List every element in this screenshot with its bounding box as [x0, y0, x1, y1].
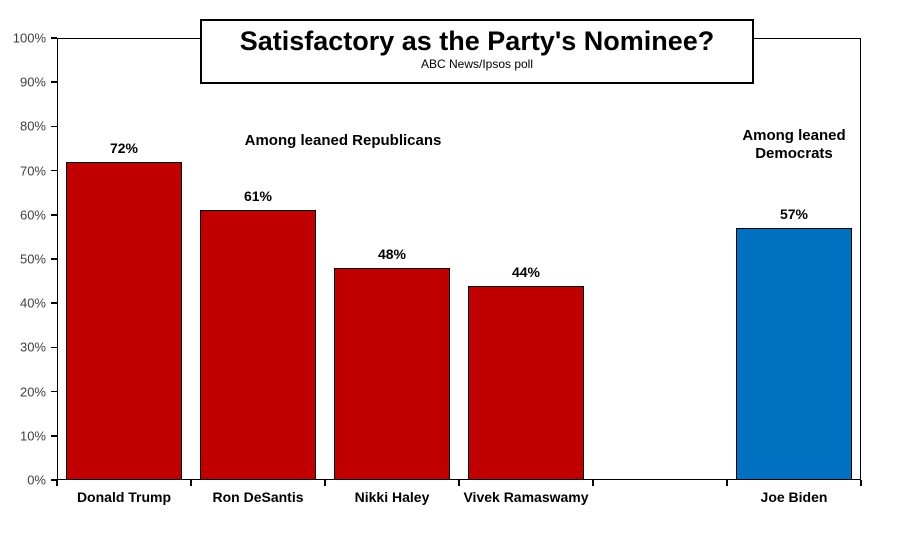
category-label-ron-desantis: Ron DeSantis	[212, 489, 304, 505]
x-axis-tick-mark	[190, 480, 192, 486]
y-axis-labels: 0% 10% 20% 30% 40% 50% 60% 70% 80% 90% 100%	[0, 32, 48, 487]
annotation-republicans: Among leaned Republicans	[244, 132, 442, 149]
y-axis-tick-mark	[51, 169, 57, 172]
bar-value-label-joe-biden: 57%	[779, 206, 809, 223]
y-axis-tick-mark	[51, 37, 57, 39]
x-axis-tick-mark	[56, 480, 58, 486]
chart-subtitle: ABC News/Ipsos poll	[420, 57, 534, 71]
y-axis-tick-label: 80%	[19, 118, 46, 134]
y-axis-tick-mark	[51, 125, 57, 128]
x-axis-tick-mark	[726, 480, 728, 486]
y-axis-tick-label: 40%	[19, 295, 46, 311]
y-axis-tick-label: 60%	[19, 207, 46, 223]
bar-value-label-nikki-haley: 48%	[377, 245, 407, 262]
bar-ron-desantis	[200, 210, 316, 480]
y-axis-tick-label: 0%	[27, 472, 46, 488]
y-axis-tick-label: 10%	[19, 428, 46, 444]
y-axis-tick-mark	[51, 435, 57, 437]
y-axis-tick-label: 50%	[19, 251, 46, 267]
bar-joe-biden	[736, 228, 852, 480]
y-axis-tick-label: 30%	[19, 339, 46, 355]
bar-donald-trump	[66, 161, 182, 480]
bar-value-label-vivek-ramaswamy: 44%	[511, 263, 541, 280]
bar-value-label-donald-trump: 72%	[109, 139, 139, 156]
y-axis-tick-mark	[51, 390, 57, 393]
plot-area	[57, 38, 861, 480]
y-axis-tick-mark	[51, 346, 57, 349]
y-axis-tick-label: 100%	[12, 30, 46, 46]
annotation-democrats: Among leaned Democrats	[742, 127, 846, 162]
category-label-joe-biden: Joe Biden	[760, 489, 828, 505]
y-axis-tick-label: 70%	[19, 163, 46, 179]
y-axis-tick-mark	[51, 214, 57, 216]
category-label-donald-trump: Donald Trump	[76, 489, 172, 505]
y-axis-tick-mark	[51, 479, 57, 481]
x-axis-tick-mark	[324, 480, 326, 486]
x-axis-tick-mark	[860, 480, 862, 486]
bar-value-label-ron-desantis: 61%	[243, 188, 273, 205]
y-axis-tick-mark	[51, 81, 57, 83]
bar-vivek-ramaswamy	[468, 285, 584, 480]
bar-nikki-haley	[334, 267, 450, 480]
category-label-nikki-haley: Nikki Haley	[354, 489, 430, 505]
x-axis-tick-mark	[592, 480, 594, 486]
chart-title: Satisfactory as the Party's Nominee?	[239, 26, 715, 56]
x-axis-tick-mark	[458, 480, 460, 486]
y-axis-tick-mark	[51, 302, 57, 304]
category-label-vivek-ramaswamy: Vivek Ramaswamy	[463, 489, 589, 505]
y-axis-tick-label: 20%	[19, 384, 46, 400]
chart-title-box: Satisfactory as the Party's Nominee? ABC…	[200, 19, 754, 84]
y-axis-tick-mark	[51, 258, 57, 260]
y-axis-tick-label: 90%	[19, 74, 46, 90]
